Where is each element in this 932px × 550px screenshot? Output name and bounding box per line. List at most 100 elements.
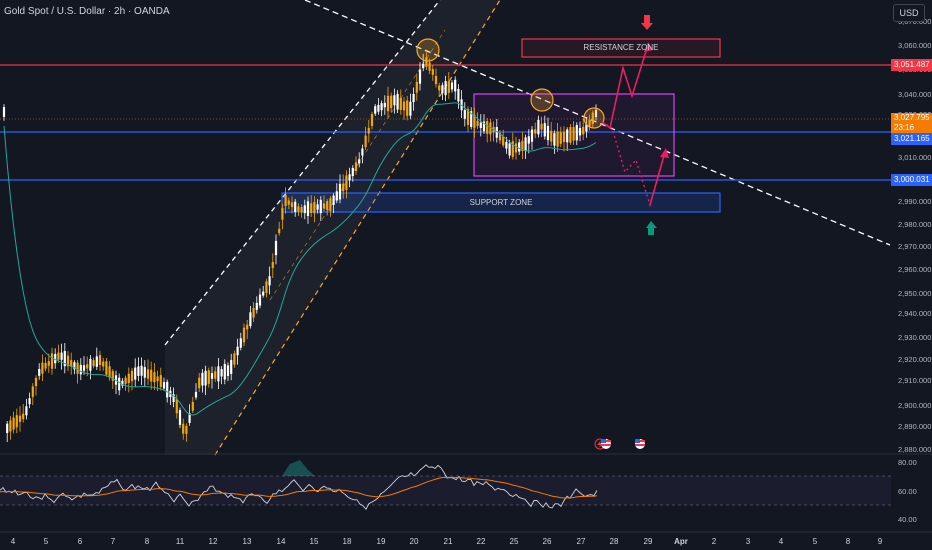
descending-trendline[interactable] <box>304 0 891 246</box>
candle-body <box>364 135 367 148</box>
candle-body <box>79 364 82 375</box>
candle-body <box>207 370 210 384</box>
us-flag-icon[interactable] <box>635 439 645 449</box>
time-tick-label: 7 <box>111 537 116 546</box>
candle-body <box>294 201 297 212</box>
rsi-ma-line <box>0 476 598 499</box>
candle-body <box>15 415 18 428</box>
candle-body <box>470 111 473 127</box>
rsi-axis[interactable]: 80.00 60.00 40.00 <box>898 458 917 524</box>
us-flag-icon[interactable] <box>601 439 611 449</box>
price-axis[interactable]: 3,070.0003,060.0003,050.0003,040.0003,03… <box>898 17 931 454</box>
candle-body <box>150 369 153 382</box>
candle-body <box>47 361 50 366</box>
time-tick-label: 14 <box>277 537 286 546</box>
candle-body <box>95 356 98 367</box>
candle-body <box>418 69 422 84</box>
candle-body <box>457 88 460 102</box>
candle-body <box>76 362 79 374</box>
price-tick-label: 2,950.000 <box>898 289 931 298</box>
time-tick-label: 25 <box>510 537 519 546</box>
candle-body <box>543 123 546 137</box>
candle-body <box>450 82 454 90</box>
candle-body <box>409 101 412 116</box>
support-zone-box[interactable] <box>281 192 721 213</box>
rsi-line <box>0 464 598 510</box>
time-tick-label: 26 <box>543 537 552 546</box>
time-tick-label: 6 <box>78 537 83 546</box>
candle-body <box>534 129 537 134</box>
candle-body <box>300 207 303 213</box>
price-tick-label: 2,900.000 <box>898 401 931 410</box>
candle-body <box>54 353 57 364</box>
candle-body <box>313 201 316 214</box>
price-tick-label: 3,010.000 <box>898 153 931 162</box>
candle-body <box>546 125 550 141</box>
candle-body <box>428 62 431 71</box>
candle-body <box>386 95 390 112</box>
candle-body <box>521 140 524 151</box>
candle-body <box>572 127 575 141</box>
swing-high-marker[interactable] <box>530 88 554 112</box>
candle-body <box>486 121 489 134</box>
candle-body <box>281 208 284 220</box>
candle-body <box>498 132 502 141</box>
candle-body <box>258 294 262 306</box>
candle-body <box>127 373 130 384</box>
time-tick-label: 3 <box>746 537 751 546</box>
candle-body <box>377 104 380 112</box>
candle-body <box>518 142 521 152</box>
candle-body <box>108 366 111 378</box>
currency-button[interactable]: USD <box>893 4 925 22</box>
candle-body <box>454 79 457 92</box>
candle-body <box>514 143 518 153</box>
candle-body <box>226 365 230 377</box>
price-tick-label: 2,990.000 <box>898 197 931 206</box>
candle-body <box>86 364 89 369</box>
time-tick-label: 18 <box>343 537 352 546</box>
candle-body <box>63 351 66 367</box>
rsi-overbought-fill <box>282 460 315 476</box>
candle-body <box>44 362 47 369</box>
candle-body <box>495 127 498 138</box>
candle-body <box>594 109 598 118</box>
candle-body <box>25 406 28 416</box>
channel-mid-line[interactable] <box>269 29 446 301</box>
candle-body <box>591 112 594 125</box>
time-tick-label: 9 <box>878 537 883 546</box>
swing-high-marker[interactable] <box>416 38 440 62</box>
time-tick-label: 28 <box>610 537 619 546</box>
time-tick-label: 20 <box>410 537 419 546</box>
candle-body <box>50 353 54 369</box>
candlestick-series[interactable] <box>2 52 598 443</box>
swing-high-marker[interactable] <box>583 107 605 129</box>
resistance-price-tag: 3,051.487 <box>891 59 932 71</box>
price-tick-label: 2,880.000 <box>898 445 931 454</box>
current-price-tag: 3,027.795 23:16 <box>891 113 932 133</box>
time-axis[interactable]: 4 5 6 7 8 11 12 13 14 15 18 19 20 21 22 25 26 27 28 29 Apr 2 3… <box>11 537 883 546</box>
candle-body <box>383 102 386 108</box>
candle-body <box>306 201 310 217</box>
candle-body <box>140 365 143 376</box>
candle-body <box>233 353 236 365</box>
candle-body <box>434 75 438 85</box>
candle-body <box>310 203 313 213</box>
candle-body <box>438 85 441 91</box>
candle-body <box>130 370 134 382</box>
symbol-title[interactable]: Gold Spot / U.S. Dollar · 2h · OANDA <box>4 6 170 17</box>
candle-body <box>345 175 348 190</box>
time-tick-label: 21 <box>444 537 453 546</box>
candle-body <box>92 360 95 367</box>
candle-body <box>476 120 479 126</box>
candle-body <box>502 136 505 146</box>
bearish-projection-arrowhead <box>660 148 669 158</box>
candle-body <box>166 381 169 398</box>
channel-upper-line[interactable] <box>164 0 441 346</box>
resistance-zone-box[interactable] <box>521 38 721 58</box>
candle-body <box>329 198 332 211</box>
candle-body <box>143 367 146 378</box>
candle-body <box>370 114 374 126</box>
time-tick-label: 5 <box>813 537 818 546</box>
candle-body <box>406 100 409 116</box>
